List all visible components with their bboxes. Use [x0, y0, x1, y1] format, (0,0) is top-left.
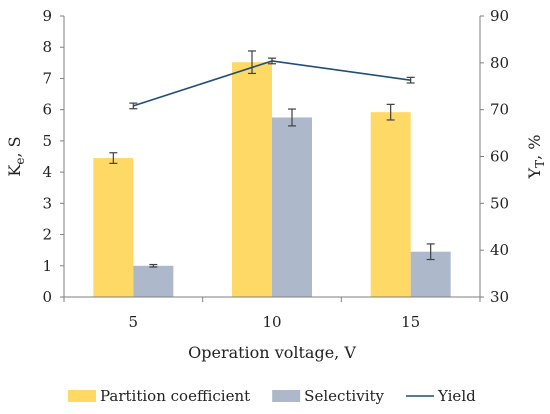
- right-tick-label: 60: [490, 148, 509, 166]
- axis-title-sub: e: [13, 158, 27, 165]
- error-bar: [149, 263, 158, 268]
- left-tick-label: 1: [42, 257, 52, 275]
- legend-swatch: [272, 390, 301, 402]
- x-axis-title: Operation voltage, V: [188, 343, 356, 362]
- left-tick-label: 5: [42, 132, 52, 150]
- right-tick-label: 40: [490, 241, 509, 259]
- axis-title-sub: T: [533, 160, 547, 168]
- left-tick-label: 2: [42, 226, 52, 244]
- left-axis-title: Ke, S: [5, 136, 27, 176]
- error-bar: [268, 57, 276, 65]
- right-tick-label: 70: [490, 101, 509, 119]
- right-tick-label: 50: [490, 194, 509, 212]
- left-tick-label: 6: [42, 101, 52, 119]
- plot-area: [93, 50, 451, 297]
- left-axis-title-text: Ke, S: [5, 136, 27, 176]
- bar-partition-coefficient: [232, 62, 272, 297]
- axis-title-main: Y: [525, 167, 544, 179]
- axis-title-rest: , S: [5, 136, 24, 157]
- legend-label: Partition coefficient: [100, 387, 250, 405]
- legend-swatch: [68, 390, 96, 402]
- bar-selectivity: [133, 265, 174, 297]
- legend-item: Selectivity: [272, 387, 385, 405]
- axis-title-main: K: [5, 164, 24, 177]
- right-axis-title-text: YT, %: [525, 135, 547, 180]
- x-tick-label: 5: [129, 313, 139, 331]
- axes: 0 1 2 3 4 5 6 7 8 9 30 40 50 60 70 80 90 5 10 15: [42, 7, 509, 331]
- right-tick-label: 90: [490, 7, 509, 25]
- left-tick-label: 8: [42, 38, 52, 56]
- left-tick-label: 9: [42, 7, 52, 25]
- x-tick-label: 15: [401, 313, 420, 331]
- error-bar: [386, 103, 395, 121]
- bar-partition-coefficient: [93, 158, 134, 297]
- error-bar: [406, 76, 415, 84]
- legend-label: Selectivity: [304, 387, 384, 405]
- bar-partition-coefficient: [370, 112, 411, 297]
- left-tick-label: 4: [42, 163, 52, 181]
- error-bar: [248, 50, 256, 75]
- error-bar: [129, 102, 138, 110]
- right-tick-label: 80: [490, 54, 509, 72]
- right-tick-label: 30: [490, 288, 509, 306]
- legend: Partition coefficient Selectivity Yield: [68, 387, 476, 405]
- bar-selectivity: [272, 117, 312, 297]
- error-bar: [426, 243, 435, 261]
- right-axis-title: YT, %: [525, 135, 547, 180]
- axis-title-rest: , %: [525, 135, 544, 160]
- legend-label: Yield: [437, 387, 476, 405]
- legend-item: Partition coefficient: [68, 387, 250, 405]
- left-tick-label: 7: [42, 69, 52, 87]
- legend-item: Yield: [406, 387, 476, 405]
- left-tick-label: 3: [42, 194, 52, 212]
- error-bar: [109, 152, 118, 164]
- error-bar: [288, 108, 296, 127]
- x-tick-label: 10: [262, 313, 281, 331]
- left-tick-label: 0: [42, 288, 52, 306]
